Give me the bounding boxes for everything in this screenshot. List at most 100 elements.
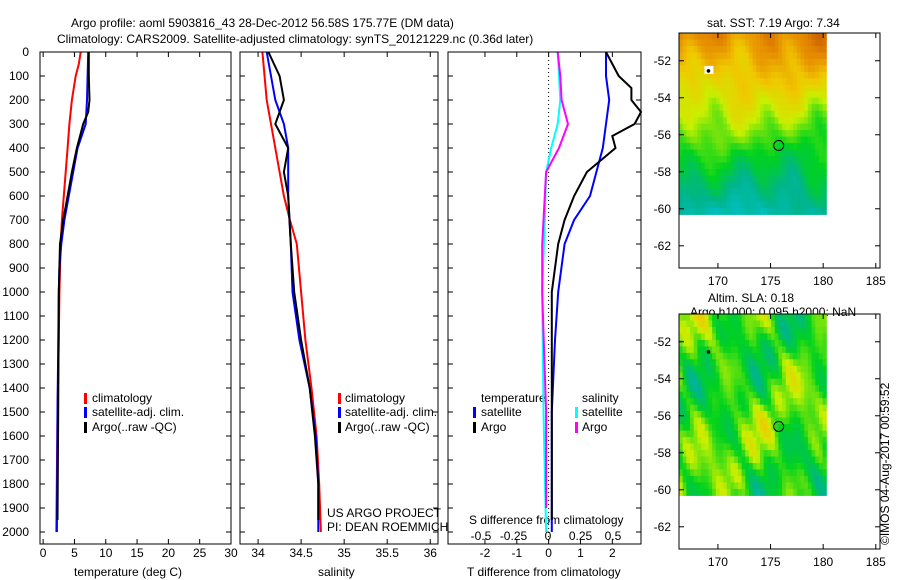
map-cell [819, 130, 824, 138]
map-cell [815, 437, 820, 445]
map-cell [800, 207, 805, 215]
map-cell [811, 65, 816, 73]
map-cell [756, 398, 761, 406]
map-cell [723, 404, 728, 412]
map-cell [697, 391, 702, 399]
map-cell [771, 430, 776, 438]
map-cell [756, 378, 761, 386]
map-cell [693, 469, 698, 477]
map-cell [807, 437, 813, 445]
map-cell [793, 58, 798, 66]
map-cell [778, 333, 783, 341]
depth-tick-label: 1600 [2, 429, 29, 443]
map-cell [807, 46, 813, 53]
map-cell [745, 475, 750, 483]
map-cell [778, 346, 783, 354]
map-cell [793, 404, 798, 412]
map-cell [737, 365, 743, 373]
map-cell [686, 201, 691, 209]
map-cell [807, 123, 813, 131]
map-cell [785, 469, 790, 477]
map-cell [693, 365, 698, 373]
map-cell [789, 117, 794, 125]
map-cell [763, 411, 768, 419]
map-cell [815, 314, 820, 321]
map-cell [782, 475, 787, 483]
map-cell [726, 78, 732, 86]
map-cell [756, 463, 761, 470]
map-cell [679, 339, 684, 347]
map-cell [782, 46, 787, 53]
map-cell [719, 156, 724, 164]
map-cell [690, 339, 695, 347]
map-cell [745, 182, 750, 189]
map-cell [741, 207, 746, 215]
map-cell [771, 385, 776, 393]
map-cell [771, 333, 776, 341]
map-cell [686, 391, 691, 399]
map-cell [704, 130, 709, 138]
map-cell [686, 104, 691, 112]
map-cell [796, 46, 802, 53]
map-cell [771, 33, 776, 40]
map-cell [767, 156, 772, 164]
map-cell [679, 58, 684, 66]
map-cell [679, 475, 684, 483]
map-cell [715, 417, 720, 425]
map-cell [771, 91, 776, 99]
map-cell [686, 333, 691, 341]
map-cell [726, 201, 732, 209]
map-cell [741, 320, 746, 328]
lat-tick-label: -62 [654, 239, 672, 253]
map-cell [822, 339, 827, 347]
map-cell [730, 52, 735, 60]
map-cell [804, 475, 809, 483]
map-cell [682, 169, 687, 176]
map-cell [771, 424, 776, 432]
map-cell [686, 162, 691, 170]
x-tick-label: -2 [480, 546, 491, 560]
map-cell [785, 182, 790, 189]
map-cell [782, 169, 787, 176]
map-cell [686, 97, 691, 105]
map-cell [771, 327, 776, 334]
map-cell [804, 339, 809, 347]
map-cell [774, 46, 779, 53]
map-cell [800, 391, 805, 399]
map-cell [715, 443, 720, 451]
map-cell [679, 469, 684, 477]
map-cell [719, 411, 724, 419]
map-cell [690, 207, 695, 215]
map-cell [730, 339, 735, 347]
map-cell [682, 136, 687, 144]
map-cell [693, 391, 698, 399]
map-cell [796, 65, 802, 73]
lat-tick-label: -54 [654, 372, 672, 386]
map-cell [778, 46, 783, 53]
map-cell [760, 391, 765, 399]
map-cell [745, 46, 750, 53]
map-cell [815, 78, 820, 86]
map-cell [763, 39, 768, 47]
map-cell [752, 482, 757, 490]
map-cell [767, 327, 772, 334]
map-cell [737, 482, 743, 490]
map-cell [701, 143, 706, 151]
map-cell [712, 359, 717, 367]
map-cell [715, 104, 720, 112]
map-cell [822, 33, 827, 40]
map-cell [752, 352, 757, 360]
map-cell [730, 359, 735, 367]
map-cell [723, 450, 728, 457]
map-cell [767, 97, 772, 105]
map-cell [690, 404, 695, 412]
map-cell [807, 175, 813, 183]
map-cell [749, 482, 754, 490]
map-cell [708, 182, 713, 189]
map-cell [715, 430, 720, 438]
map-cell [774, 130, 779, 138]
map-cell [756, 430, 761, 438]
map-cell [734, 201, 739, 209]
x-tick-label: 25 [193, 546, 207, 560]
lon-tick-label: 185 [866, 274, 886, 288]
